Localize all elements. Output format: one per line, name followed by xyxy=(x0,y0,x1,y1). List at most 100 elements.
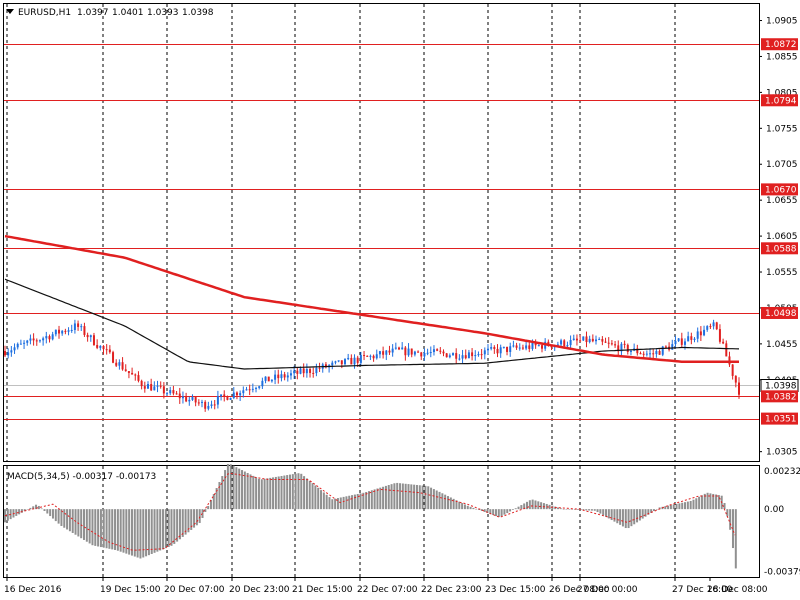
candle-body xyxy=(172,390,175,394)
macd-bar xyxy=(401,483,404,510)
candle-body xyxy=(363,355,366,357)
candle-body xyxy=(477,354,480,356)
candle-body xyxy=(595,339,598,342)
macd-bar xyxy=(458,501,461,510)
candle-body xyxy=(680,338,683,345)
candle-body xyxy=(655,351,658,355)
candle-body xyxy=(102,345,105,350)
time-tick-label: 27 Dec 16:00 xyxy=(672,585,733,595)
candle-body xyxy=(92,335,95,346)
macd-bar xyxy=(644,509,647,517)
macd-bar xyxy=(449,497,452,510)
candle-body xyxy=(683,341,686,345)
macd-bar xyxy=(452,498,455,510)
macd-bar xyxy=(492,509,495,516)
candle-body xyxy=(515,345,518,348)
candle-body xyxy=(388,350,391,353)
current-price-label: 1.0398 xyxy=(765,382,797,392)
grid-lines xyxy=(6,4,676,577)
macd-bar xyxy=(726,509,729,517)
macd-bar xyxy=(102,509,105,548)
candle-body xyxy=(73,323,76,330)
macd-bar xyxy=(322,492,325,510)
macd-bar xyxy=(334,498,337,510)
candle-body xyxy=(588,338,591,343)
macd-bar xyxy=(511,509,514,510)
macd-bar xyxy=(317,487,320,510)
level-label: 1.0588 xyxy=(765,244,797,254)
macd-bar xyxy=(734,509,737,569)
candle-body xyxy=(614,344,617,346)
macd-bar xyxy=(159,509,162,551)
macd-bar xyxy=(709,493,712,510)
macd-bar xyxy=(475,508,478,510)
macd-bar xyxy=(235,467,238,510)
macd-bar xyxy=(139,509,142,559)
candle-body xyxy=(579,340,582,342)
candle-body xyxy=(38,340,41,342)
candle-body xyxy=(509,346,512,352)
macd-histogram xyxy=(4,464,737,569)
candle-body xyxy=(610,343,613,345)
candle-body xyxy=(398,347,401,350)
candle-body xyxy=(280,374,283,379)
macd-bar xyxy=(170,509,173,546)
macd-bar xyxy=(568,509,571,510)
macd-bar xyxy=(91,509,94,546)
candle-body xyxy=(185,396,188,402)
candle-body xyxy=(480,354,483,356)
macd-bar xyxy=(128,509,131,555)
candle-body xyxy=(343,359,346,365)
candle-body xyxy=(722,341,725,344)
macd-bar xyxy=(257,478,260,510)
candle-body xyxy=(369,355,372,357)
candle-body xyxy=(591,338,594,342)
macd-bar xyxy=(204,509,207,512)
candle-body xyxy=(134,374,137,376)
macd-bar xyxy=(706,492,709,510)
candle-body xyxy=(299,368,302,374)
macd-bar xyxy=(415,484,418,510)
candle-body xyxy=(445,353,448,358)
macd-bar xyxy=(647,509,650,515)
candle-body xyxy=(699,331,702,336)
candle-body xyxy=(448,355,451,358)
time-tick-label: 21 Dec 15:00 xyxy=(292,585,353,595)
candle-body xyxy=(461,355,464,359)
macd-bar xyxy=(681,502,684,510)
time-tick-label: 23 Dec 15:00 xyxy=(485,585,546,595)
candle-body xyxy=(566,345,569,347)
dropdown-triangle-icon[interactable] xyxy=(6,9,14,14)
candle-body xyxy=(318,367,321,369)
candle-body xyxy=(426,352,429,354)
macd-bar xyxy=(60,509,63,526)
macd-bar xyxy=(97,509,100,547)
candle-body xyxy=(255,387,258,389)
candle-body xyxy=(375,354,378,359)
candle-body xyxy=(312,372,315,374)
candle-body xyxy=(712,322,715,327)
macd-bar xyxy=(503,509,506,515)
candle-body xyxy=(534,342,537,346)
candle-body xyxy=(436,349,439,351)
macd-bar xyxy=(198,509,201,523)
macd-bar xyxy=(252,475,255,510)
candle-body xyxy=(26,340,29,343)
candle-body xyxy=(639,353,642,355)
candle-body xyxy=(96,345,99,348)
macd-bar xyxy=(500,509,503,517)
time-tick-label: 22 Dec 23:00 xyxy=(421,585,482,595)
candle-body xyxy=(105,349,108,351)
macd-bar xyxy=(136,509,139,558)
macd-bar xyxy=(221,476,224,510)
candle-body xyxy=(270,379,273,382)
candle-body xyxy=(223,394,226,397)
macd-bar xyxy=(672,504,675,510)
macd-bar xyxy=(286,475,289,510)
candle-body xyxy=(572,338,575,340)
macd-bar xyxy=(652,509,655,512)
macd-bar xyxy=(418,485,421,510)
macd-bar xyxy=(195,509,198,526)
candle-body xyxy=(690,336,693,340)
macd-bar xyxy=(325,494,328,510)
